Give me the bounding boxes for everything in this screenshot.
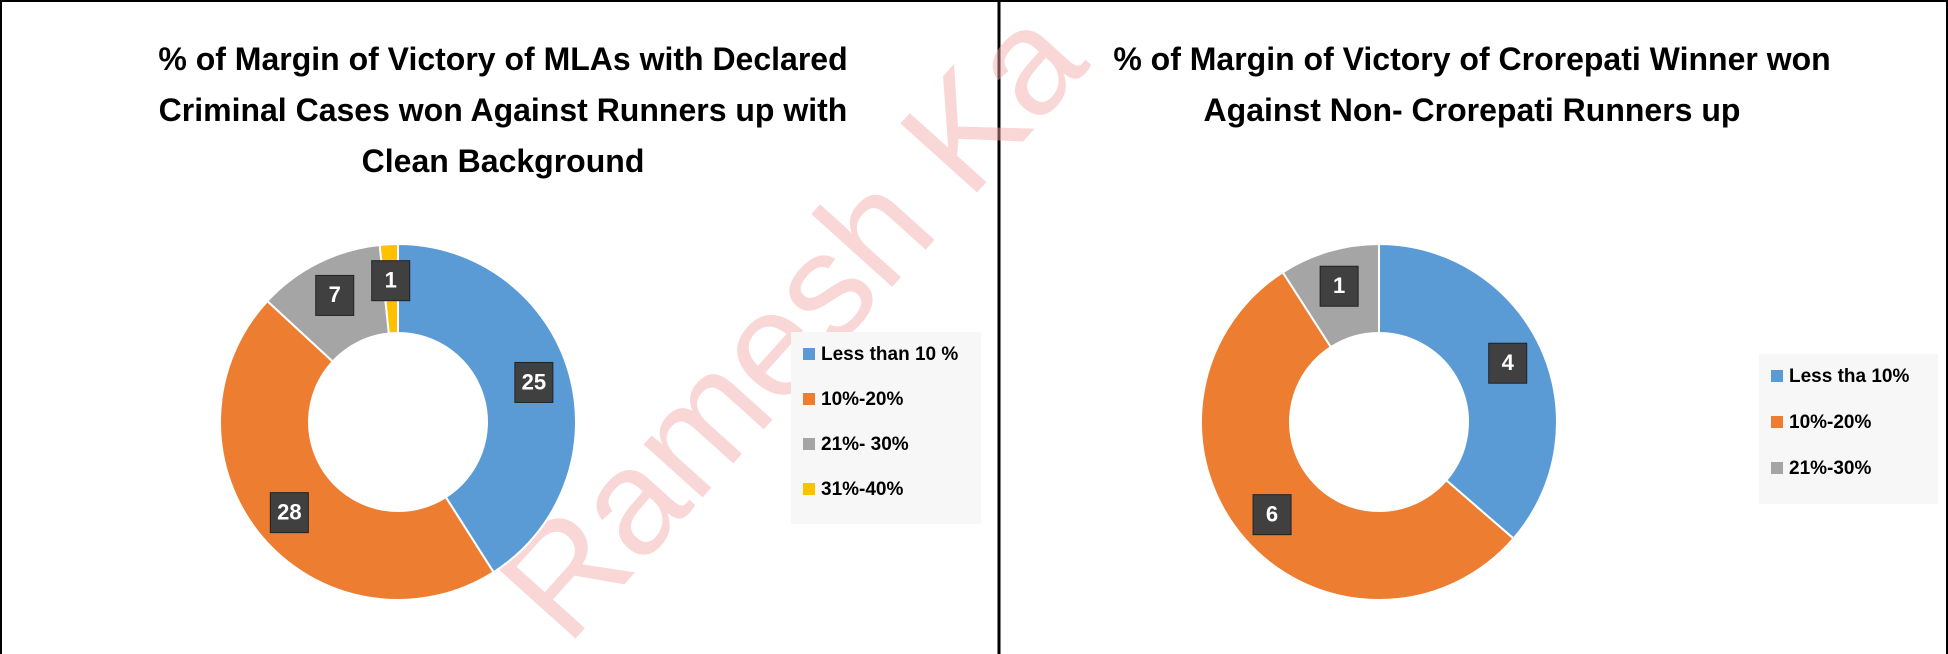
data-label: 4 — [1502, 350, 1515, 375]
legend-label: 21%-30% — [1789, 458, 1871, 479]
legend-swatch — [1771, 416, 1783, 428]
legend-swatch — [803, 348, 815, 360]
data-label: 1 — [385, 268, 397, 293]
legend-swatch — [803, 438, 815, 450]
data-label: 28 — [277, 499, 301, 524]
legend-swatch — [1771, 370, 1783, 382]
legend-box — [1759, 354, 1938, 504]
data-label-box — [1252, 494, 1292, 536]
data-label-box — [514, 361, 554, 403]
legend-label: 31%-40% — [821, 479, 903, 500]
legend-box — [791, 332, 981, 524]
chart-title: % of Margin of Victory of MLAs with Decl… — [158, 41, 848, 179]
legend-swatch — [803, 483, 815, 495]
data-label: 25 — [522, 369, 546, 394]
legend-swatch — [803, 393, 815, 405]
data-label-box — [1488, 342, 1528, 384]
chart-title: % of Margin of Victory of Crorepati Winn… — [1113, 41, 1831, 128]
data-label-box — [315, 274, 355, 316]
legend-label: 21%- 30% — [821, 434, 909, 455]
data-label: 1 — [1333, 273, 1345, 298]
data-label-box — [371, 260, 411, 302]
legend-label: Less tha 10% — [1789, 366, 1909, 387]
data-label-box — [1319, 265, 1359, 307]
data-label-box — [269, 492, 309, 534]
donut-slice — [397, 242, 577, 574]
donut-slice — [1378, 242, 1558, 540]
legend-swatch — [1771, 462, 1783, 474]
legend-label: 10%-20% — [1789, 412, 1871, 433]
data-label: 6 — [1266, 501, 1278, 526]
legend-label: Less than 10 % — [821, 344, 958, 365]
data-label: 7 — [329, 282, 341, 307]
legend-label: 10%-20% — [821, 389, 903, 410]
